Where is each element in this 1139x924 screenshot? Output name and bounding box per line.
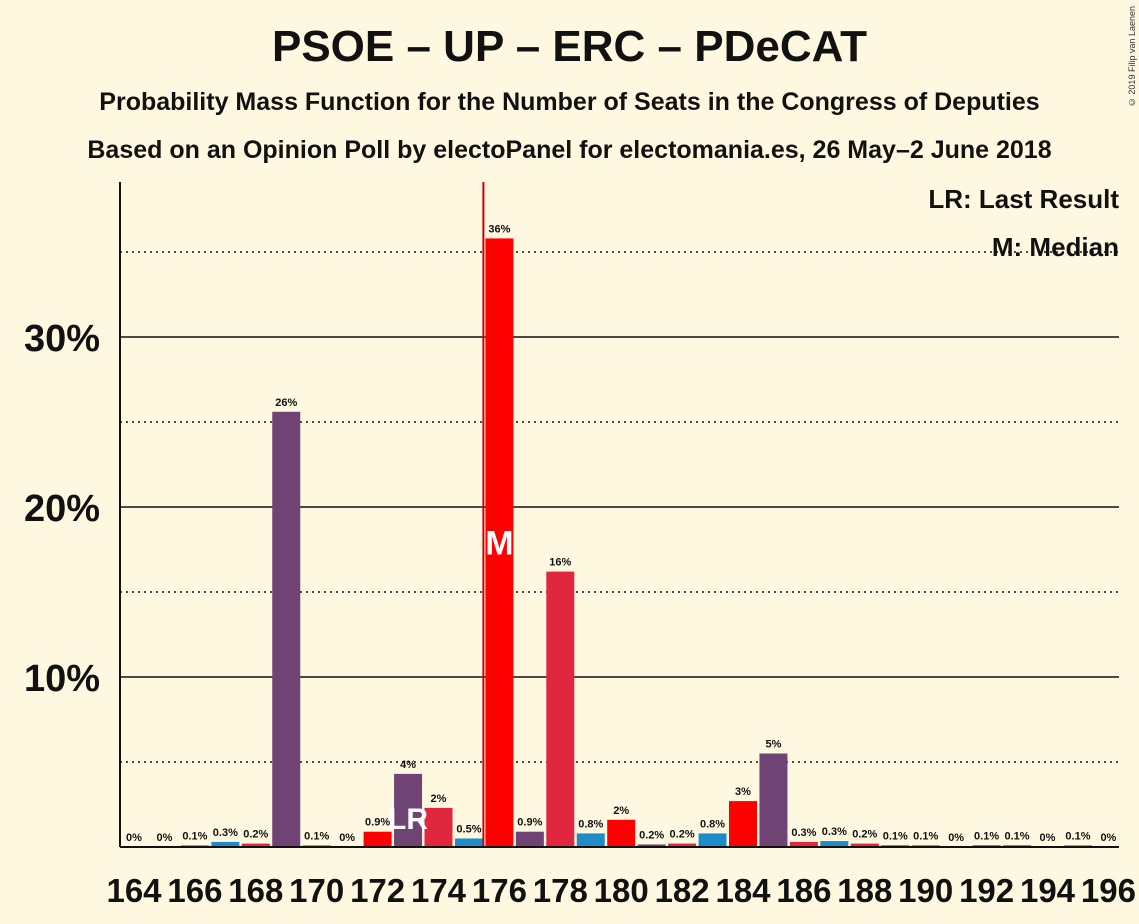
bar-value-label: 2% [613,805,629,817]
bar-value-label: 5% [765,739,781,751]
x-tick-label: 176 [472,872,527,909]
legend-median: M: Median [991,232,1119,262]
x-tick-label: 188 [837,872,892,909]
bar-value-label: 0% [1100,832,1116,844]
bar-seats-172 [363,831,392,847]
bar-value-label: 36% [488,223,510,235]
bar-value-label: 0% [156,832,172,844]
bar-value-label: 0.8% [700,818,725,830]
x-tick-label: 190 [898,872,953,909]
bar-seats-181 [637,844,666,847]
bar-seats-184 [729,801,757,847]
x-tick-label: 184 [715,872,771,909]
chart-source: Based on an Opinion Poll by electoPanel … [87,136,1052,164]
bar-seats-188 [850,843,879,847]
bar-seats-175 [454,838,483,847]
x-tick-label: 194 [1020,872,1076,909]
bar-value-label: 0% [339,832,355,844]
bar-value-label: 0.2% [243,829,268,841]
last-result-marker: LR [388,803,428,836]
x-tick-label: 166 [167,872,222,909]
bar-seats-168 [241,843,270,847]
bar-value-label: 0.9% [517,817,542,829]
bar-value-label: 0.3% [822,826,847,838]
bar-seats-169 [272,411,301,847]
chart-subtitle: Probability Mass Function for the Number… [99,88,1040,116]
bar-value-label: 0.2% [639,829,664,841]
bar-value-label: 0% [948,832,964,844]
bar-value-label: 0.1% [304,830,329,842]
bar-seats-187 [820,841,849,847]
bar-value-label: 0% [126,832,142,844]
bar-value-label: 4% [400,759,416,771]
bar-seats-176 [485,238,514,847]
median-marker: M [485,525,513,563]
bar-value-label: 0% [1040,832,1056,844]
bar-value-label: 0.2% [670,829,695,841]
x-tick-label: 186 [776,872,831,909]
y-tick-label: 20% [24,488,100,530]
bar-value-label: 0.1% [1005,830,1030,842]
bar-value-label: 0.9% [365,817,390,829]
x-tick-label: 168 [228,872,283,909]
bar-value-label: 26% [275,397,297,409]
x-tick-label: 174 [411,872,467,909]
bar-value-label: 0.1% [974,830,999,842]
bar-value-label: 0.1% [913,830,938,842]
bar-seats-173 [394,773,423,847]
bar-seats-167 [211,841,240,847]
bar-seats-174 [424,807,453,847]
y-tick-label: 10% [24,658,100,700]
bar-value-label: 16% [549,557,571,569]
x-tick-label: 180 [594,872,649,909]
bar-value-label: 0.1% [182,830,207,842]
x-tick-label: 164 [106,872,162,909]
x-tick-label: 192 [959,872,1014,909]
bar-value-label: 0.3% [791,827,816,839]
x-tick-label: 170 [289,872,344,909]
bar-seats-186 [789,841,818,847]
x-tick-label: 172 [350,872,405,909]
bar-seats-180 [607,819,636,847]
chart-title: PSOE – UP – ERC – PDeCAT [271,22,867,71]
bar-value-label: 0.1% [1065,830,1090,842]
bar-value-label: 0.5% [456,824,481,836]
x-tick-label: 182 [655,872,710,909]
bar-seats-183 [698,833,727,847]
legend-last-result: LR: Last Result [928,184,1119,214]
x-tick-label: 196 [1081,872,1136,909]
bar-value-label: 0.3% [213,827,238,839]
bar-value-label: 2% [431,793,447,805]
bar-seats-178 [546,571,575,847]
bar-seats-179 [576,833,605,847]
x-tick-label: 178 [533,872,588,909]
bar-seats-182 [668,843,697,847]
bar-seats-185 [759,753,788,847]
bar-value-label: 0.2% [852,829,877,841]
bar-value-label: 0.1% [883,830,908,842]
bar-value-label: 0.8% [578,818,603,830]
bar-value-label: 3% [735,786,751,798]
bar-seats-177 [515,831,544,847]
y-tick-label: 30% [24,318,100,360]
